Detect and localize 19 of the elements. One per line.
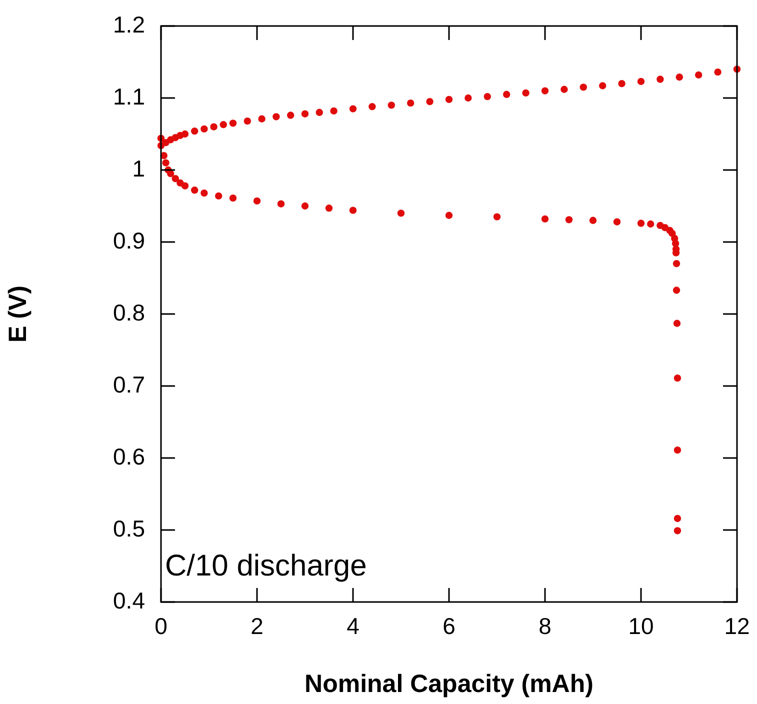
x-tick-label: 12 (724, 613, 750, 640)
y-tick-label: 0.6 (113, 443, 145, 470)
y-tick-label: 0.9 (113, 227, 145, 254)
y-tick-label: 0.5 (113, 515, 145, 542)
y-tick-label: 0.4 (113, 587, 146, 614)
x-tick-label: 4 (346, 613, 360, 640)
y-tick-label: 0.7 (113, 371, 145, 398)
y-tick-label: 1.1 (113, 83, 145, 110)
y-tick-label: 0.8 (113, 299, 145, 326)
x-tick-label: 2 (250, 613, 264, 640)
y-axis-title: E (V) (4, 286, 32, 342)
x-axis-title: Nominal Capacity (mAh) (304, 670, 594, 698)
y-tick-label: 1 (132, 155, 145, 182)
annotation: C/10 discharge (165, 549, 367, 582)
x-tick-label: 10 (628, 613, 654, 640)
x-tick-label: 0 (154, 613, 168, 640)
y-tick-label: 1.2 (113, 11, 145, 38)
x-tick-label: 8 (538, 613, 552, 640)
x-tick-label: 6 (442, 613, 456, 640)
